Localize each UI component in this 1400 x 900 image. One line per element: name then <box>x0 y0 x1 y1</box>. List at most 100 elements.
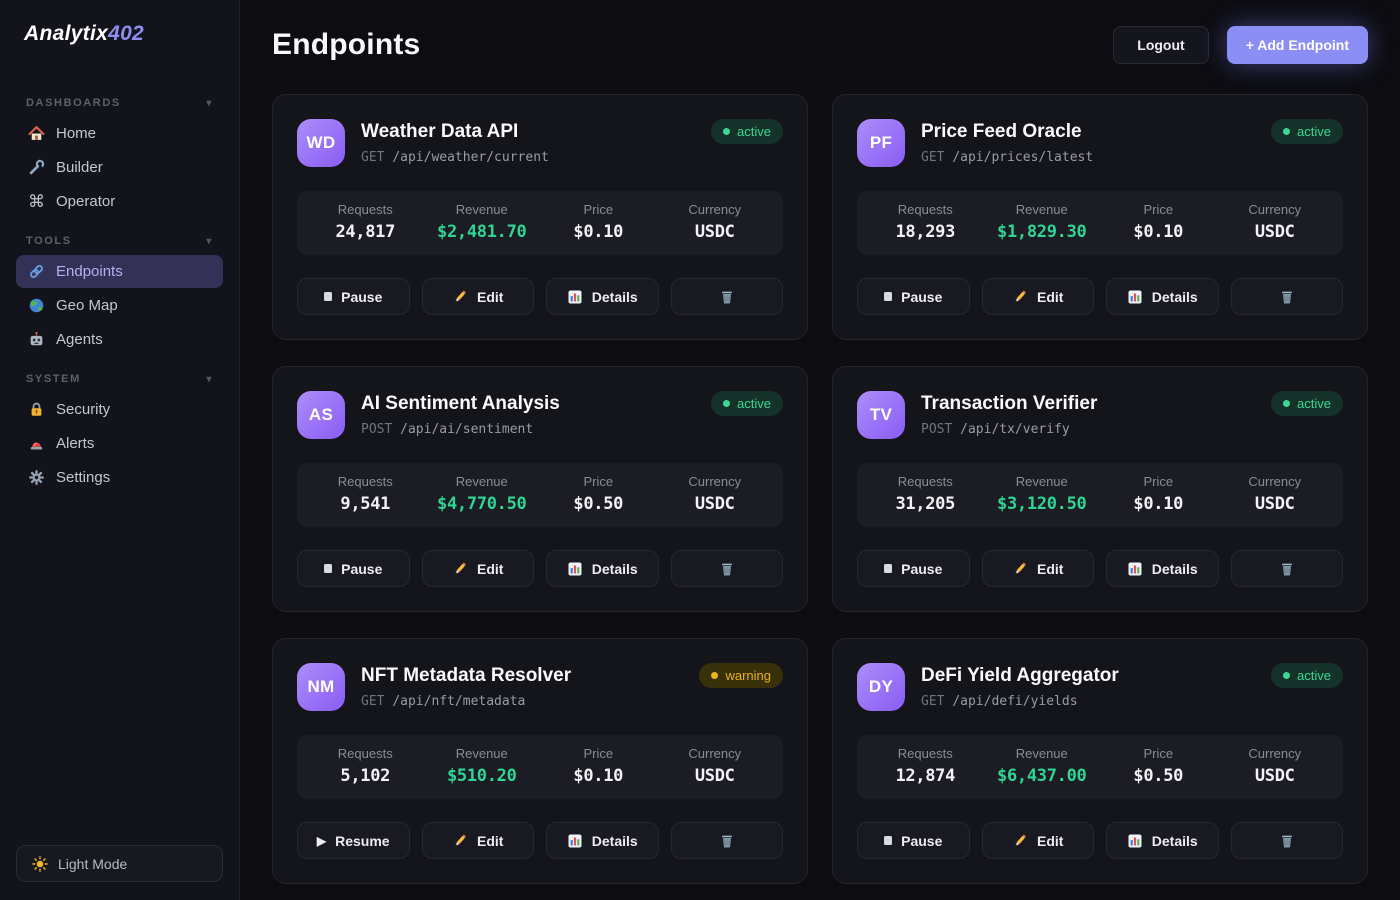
pause-button[interactable]: Pause <box>857 822 970 859</box>
card-header: WD Weather Data API GET /api/weather/cur… <box>297 119 783 167</box>
avatar: TV <box>857 391 905 439</box>
pause-button[interactable]: Pause <box>857 550 970 587</box>
stat-currency: Currency USDC <box>657 746 774 786</box>
sidebar-item-operator[interactable]: ⌘ Operator <box>16 185 223 218</box>
card-actions: Pause Edit Details <box>857 278 1343 315</box>
sidebar-item-endpoints[interactable]: Endpoints <box>16 255 223 288</box>
endpoint-route: GET /api/prices/latest <box>921 150 1255 165</box>
edit-button[interactable]: Edit <box>981 278 1094 315</box>
delete-button[interactable] <box>670 550 783 587</box>
endpoint-cards-grid: WD Weather Data API GET /api/weather/cur… <box>272 94 1368 884</box>
sidebar-section: SYSTEM ▾ Security Alerts Settings <box>16 366 223 494</box>
command-icon: ⌘ <box>28 192 45 211</box>
sidebar-item-label: Endpoints <box>56 263 123 280</box>
status-dot-icon <box>1283 128 1291 135</box>
status-badge: active <box>711 119 783 144</box>
sidebar-item-builder[interactable]: Builder <box>16 151 223 184</box>
stat-currency: Currency USDC <box>657 202 774 242</box>
delete-button[interactable] <box>1230 822 1343 859</box>
pencil-icon <box>1015 290 1026 302</box>
stat-label: Price <box>583 202 614 217</box>
delete-button[interactable] <box>1230 278 1343 315</box>
stat-label: Revenue <box>455 474 508 489</box>
endpoint-card-ai-sentiment-analysis: AS AI Sentiment Analysis POST /api/ai/se… <box>272 366 808 612</box>
details-button[interactable]: Details <box>546 278 659 315</box>
stat-value: $510.20 <box>446 766 517 786</box>
page-header: Endpoints Logout + Add Endpoint <box>272 26 1368 64</box>
pause-button[interactable]: Pause <box>857 278 970 315</box>
endpoint-card-transaction-verifier: TV Transaction Verifier POST /api/tx/ver… <box>832 366 1368 612</box>
details-button[interactable]: Details <box>1106 550 1219 587</box>
edit-button[interactable]: Edit <box>421 550 534 587</box>
endpoint-title: Weather Data API <box>361 121 519 142</box>
theme-toggle-button[interactable]: Light Mode <box>16 845 223 882</box>
trash-icon <box>1281 563 1292 575</box>
delete-button[interactable] <box>1230 550 1343 587</box>
pause-button[interactable]: Pause <box>297 278 410 315</box>
sidebar-item-label: Home <box>56 125 97 142</box>
stat-value: $1,829.30 <box>997 222 1087 242</box>
stat-value: USDC <box>1254 766 1295 786</box>
card-header: TV Transaction Verifier POST /api/tx/ver… <box>857 391 1343 439</box>
status-dot-icon <box>723 400 731 407</box>
main-content: Endpoints Logout + Add Endpoint WD Weath… <box>240 0 1400 900</box>
status-badge: active <box>1271 663 1343 688</box>
add-endpoint-button[interactable]: + Add Endpoint <box>1226 26 1368 64</box>
theme-toggle-label: Light Mode <box>58 855 128 872</box>
details-button[interactable]: Details <box>1106 278 1219 315</box>
sidebar-section-label: SYSTEM <box>26 373 81 385</box>
sidebar-item-label: Geo Map <box>56 297 118 314</box>
edit-button[interactable]: Edit <box>981 822 1094 859</box>
stat-price: Price $0.10 <box>540 202 657 242</box>
sidebar-item-security[interactable]: Security <box>16 393 223 426</box>
stat-value: USDC <box>694 222 735 242</box>
http-method: GET <box>361 694 385 709</box>
details-button[interactable]: Details <box>546 822 659 859</box>
endpoint-route: GET /api/weather/current <box>361 150 695 165</box>
stat-value: $3,120.50 <box>997 494 1087 514</box>
card-actions: Pause Edit Details <box>297 550 783 587</box>
details-button[interactable]: Details <box>546 550 659 587</box>
sidebar-item-home[interactable]: Home <box>16 117 223 150</box>
avatar: WD <box>297 119 345 167</box>
chevron-down-icon: ▾ <box>206 235 213 247</box>
edit-button[interactable]: Edit <box>421 278 534 315</box>
trash-icon <box>721 563 732 575</box>
stat-requests: Requests 5,102 <box>307 746 424 786</box>
edit-button[interactable]: Edit <box>421 822 534 859</box>
stat-value: 18,293 <box>895 222 956 242</box>
trash-icon <box>1281 835 1292 847</box>
sidebar-item-agents[interactable]: Agents <box>16 323 223 356</box>
stats-panel: Requests 12,874 Revenue $6,437.00 Price $0.50… <box>857 735 1343 799</box>
pencil-icon <box>1015 834 1026 846</box>
endpoint-title: DeFi Yield Aggregator <box>921 665 1119 686</box>
stat-label: Requests <box>337 474 393 489</box>
stat-label: Currency <box>688 474 742 489</box>
pause-button[interactable]: Pause <box>297 550 410 587</box>
details-button[interactable]: Details <box>1106 822 1219 859</box>
sidebar-item-settings[interactable]: Settings <box>16 461 223 494</box>
siren-icon <box>28 435 45 452</box>
status-badge: active <box>1271 119 1343 144</box>
bar-chart-icon <box>1128 562 1142 575</box>
sidebar-item-alerts[interactable]: Alerts <box>16 427 223 460</box>
stat-label: Currency <box>1248 202 1302 217</box>
trash-icon <box>721 835 732 847</box>
delete-button[interactable] <box>670 278 783 315</box>
sidebar-section: DASHBOARDS ▾ Home Builder ⌘ Operator <box>16 90 223 218</box>
edit-button[interactable]: Edit <box>981 550 1094 587</box>
stat-label: Requests <box>897 202 953 217</box>
stat-label: Requests <box>337 746 393 761</box>
sidebar-item-geo-map[interactable]: Geo Map <box>16 289 223 322</box>
stat-label: Requests <box>337 202 393 217</box>
status-badge: active <box>1271 391 1343 416</box>
resume-button[interactable]: ▶ Resume <box>297 822 410 859</box>
status-dot-icon <box>711 672 719 679</box>
delete-button[interactable] <box>670 822 783 859</box>
gear-icon <box>28 469 45 486</box>
stat-requests: Requests 24,817 <box>307 202 424 242</box>
status-label: warning <box>725 668 771 683</box>
endpoint-title: Transaction Verifier <box>921 393 1098 414</box>
play-icon: ▶ <box>316 833 327 848</box>
logout-button[interactable]: Logout <box>1113 26 1209 64</box>
